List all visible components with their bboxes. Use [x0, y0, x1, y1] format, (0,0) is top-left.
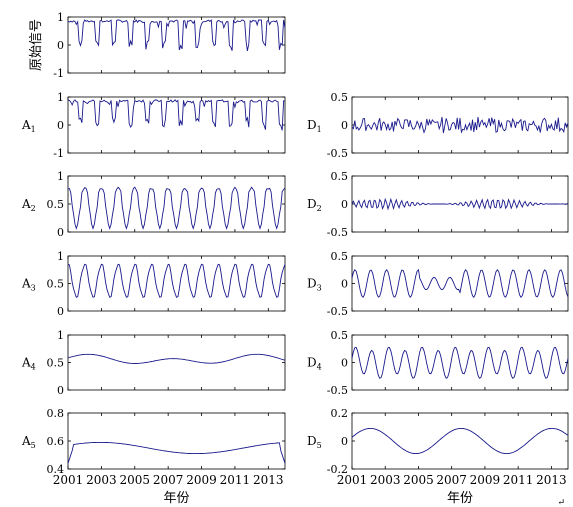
x-tick-label: 2011 [220, 473, 251, 487]
x-tick-label: 2001 [53, 473, 84, 487]
series-line-A4 [67, 353, 286, 364]
y-tick-label: 0.5 [331, 329, 349, 342]
panel-frame [67, 412, 286, 470]
series-line-A2 [67, 186, 286, 230]
x-tick-label: 2005 [119, 473, 150, 487]
panel-label: D3 [307, 277, 322, 293]
panel-A5: 0.4 0.6 0.8 A5 [21, 407, 286, 476]
y-tick-label: 0 [57, 384, 64, 397]
y-tick-label: -1 [53, 67, 64, 80]
x-tick-label: 2003 [86, 473, 117, 487]
x-axis-label: 年份 [163, 491, 189, 506]
panel-D3: -0.5 0 0.5 D3 [307, 250, 569, 318]
panel-frame [351, 255, 569, 312]
panel-D1: -0.5 0 0.5 D1 [307, 91, 569, 160]
series-line-orig [67, 19, 286, 51]
panel-A3: 0 0.5 1 A3 [21, 250, 286, 318]
y-tick-label: -0.5 [327, 305, 348, 318]
y-tick-label: 1 [57, 11, 64, 24]
y-tick-label: 0.8 [47, 407, 65, 420]
panel-label: D1 [307, 118, 322, 134]
series-line-D2 [351, 197, 569, 211]
x-tick-label: 2009 [470, 473, 501, 487]
x-axis-label: 年份 [447, 491, 473, 506]
x-tick-label: 2001 [337, 473, 368, 487]
y-tick-label: 0.5 [47, 198, 65, 211]
y-tick-label: 0 [341, 435, 348, 448]
y-tick-label: 0.5 [47, 357, 65, 370]
panel-A2: 0 0.5 1 A2 [21, 170, 286, 239]
panel-label: 原始信号 [29, 19, 44, 71]
x-tick-label: 2007 [153, 473, 184, 487]
panel-D4: -0.5 0 0.5 D4 [307, 329, 569, 397]
y-tick-label: 0.4 [47, 463, 65, 476]
panel-label: D2 [307, 197, 322, 213]
y-tick-label: -0.5 [327, 226, 348, 239]
panel-label: D4 [307, 356, 322, 372]
panel-D5: -0.2 0 0.2 D5 [307, 407, 569, 476]
panel-frame [67, 334, 286, 391]
x-tick-label: 2013 [536, 473, 567, 487]
y-tick-label: -0.5 [327, 384, 348, 397]
y-tick-label: 0 [341, 198, 348, 211]
panel-A4: 0 0.5 1 A4 [21, 329, 286, 397]
y-tick-label: 0.6 [47, 435, 65, 448]
panel-orig: -1 0 1 原始信号 [29, 11, 286, 80]
y-tick-label: -0.2 [327, 463, 348, 476]
y-tick-label: 0 [341, 278, 348, 291]
panel-A1: -1 0 1 A1 [21, 91, 286, 160]
panel-frame [67, 96, 286, 154]
x-tick-label: 2011 [503, 473, 534, 487]
series-line-D5 [351, 427, 569, 455]
series-line-A3 [67, 263, 286, 298]
y-tick-label: 0 [57, 39, 64, 52]
y-tick-label: 1 [57, 250, 64, 263]
x-tick-label: 2003 [370, 473, 401, 487]
series-line-D1 [351, 116, 569, 134]
panel-label: A1 [21, 118, 36, 134]
panel-label: A5 [21, 434, 36, 450]
series-line-A1 [67, 99, 286, 131]
panel-label: D5 [307, 434, 322, 450]
y-tick-label: 0.5 [331, 170, 349, 183]
y-tick-label: 0 [341, 357, 348, 370]
x-tick-label: 2009 [186, 473, 217, 487]
y-tick-label: 1 [57, 91, 64, 104]
series-line-D3 [351, 268, 569, 298]
y-tick-label: 0.2 [331, 407, 349, 420]
y-tick-label: -1 [53, 147, 64, 160]
panel-D2: -0.5 0 0.5 D2 [307, 170, 569, 239]
panel-frame [67, 16, 286, 74]
panel-frame [67, 175, 286, 233]
y-tick-label: 0 [57, 305, 64, 318]
series-line-A5 [67, 441, 286, 464]
y-tick-label: -0.5 [327, 147, 348, 160]
series-line-D4 [351, 346, 569, 379]
panel-label: A2 [21, 197, 36, 213]
y-tick-label: 0 [57, 226, 64, 239]
y-tick-label: 0.5 [47, 278, 65, 291]
caption-mark: ↵ [557, 498, 565, 507]
panel-frame [351, 412, 569, 470]
panel-label: A3 [21, 277, 36, 293]
y-tick-label: 1 [57, 329, 64, 342]
panel-frame [351, 96, 569, 154]
panel-label: A4 [21, 356, 36, 372]
y-tick-label: 0 [57, 119, 64, 132]
y-tick-label: 0 [341, 119, 348, 132]
x-tick-label: 2007 [436, 473, 467, 487]
y-tick-label: 1 [57, 170, 64, 183]
y-tick-label: 0.5 [331, 250, 349, 263]
x-tick-label: 2005 [403, 473, 434, 487]
x-tick-label: 2013 [253, 473, 284, 487]
y-tick-label: 0.5 [331, 91, 349, 104]
